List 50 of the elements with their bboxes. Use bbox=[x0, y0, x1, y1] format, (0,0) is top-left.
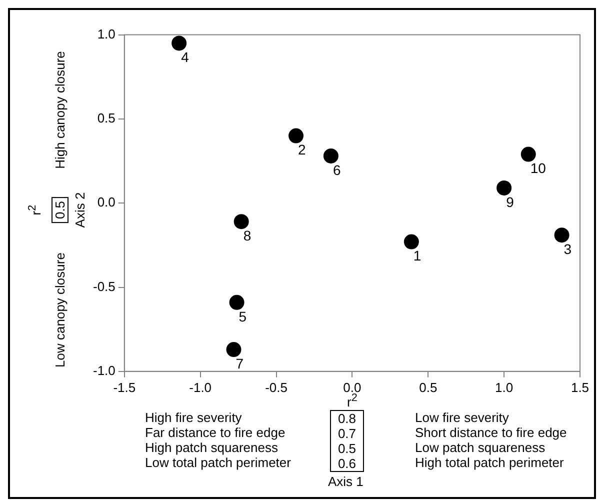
text: Low fire severity bbox=[415, 410, 510, 425]
annotation: 5 bbox=[238, 308, 247, 324]
x-tick-label: 1.5 bbox=[570, 380, 590, 395]
text: 0.5 bbox=[336, 441, 358, 456]
y-tick-label: -1.0 bbox=[92, 362, 116, 378]
text: Low total patch perimeter bbox=[145, 455, 291, 470]
point bbox=[520, 146, 536, 162]
text: Short distance to fire edge bbox=[415, 425, 567, 440]
annotation: 7 bbox=[236, 355, 244, 372]
text: High patch squareness bbox=[145, 440, 279, 455]
annotation: 8 bbox=[243, 227, 252, 244]
text: High total patch perimeter bbox=[415, 455, 565, 470]
y-axis-title: Axis 2 bbox=[72, 192, 88, 228]
text: 0.7 bbox=[336, 426, 358, 441]
point bbox=[226, 342, 242, 358]
annotation: 3 bbox=[564, 240, 572, 257]
annotation: 2 bbox=[298, 142, 306, 158]
x-tick-label: -0.5 bbox=[265, 380, 288, 395]
annotation: 4 bbox=[181, 49, 190, 66]
point bbox=[554, 228, 570, 243]
text: Low canopy closure bbox=[52, 252, 68, 368]
x-tick-label: 1.0 bbox=[495, 380, 514, 395]
x-tick-label: 0.5 bbox=[419, 380, 438, 395]
annotation: 1 bbox=[413, 248, 422, 264]
y-tick-label: 0.0 bbox=[97, 194, 116, 210]
text: Axis 1 bbox=[328, 474, 364, 489]
annotation: 6 bbox=[332, 162, 341, 178]
point bbox=[404, 234, 419, 250]
annotation: 9 bbox=[506, 194, 514, 210]
x-tick-label: -1.0 bbox=[189, 380, 212, 395]
text: Low patch squareness bbox=[415, 440, 546, 455]
text: 0.6 bbox=[336, 456, 358, 471]
point bbox=[229, 294, 244, 310]
text: High fire severity bbox=[145, 410, 243, 425]
text: 0.8 bbox=[336, 411, 358, 426]
point bbox=[323, 148, 338, 164]
y-tick-label: -0.5 bbox=[92, 278, 116, 294]
y-tick-label: 1.0 bbox=[97, 26, 116, 42]
y-tick-label: 0.5 bbox=[97, 110, 116, 126]
text: r$^{2}$ bbox=[347, 392, 358, 410]
text: 0.5 bbox=[52, 196, 68, 224]
text: High canopy closure bbox=[52, 51, 68, 169]
point bbox=[172, 36, 187, 51]
point bbox=[496, 180, 512, 196]
annotation: 10 bbox=[530, 160, 546, 176]
x-tick-label: -1.5 bbox=[113, 380, 136, 395]
x-tick-label: 0.0 bbox=[343, 380, 362, 395]
text: Far distance to fire edge bbox=[145, 425, 286, 440]
point bbox=[288, 128, 304, 144]
point bbox=[234, 214, 249, 230]
